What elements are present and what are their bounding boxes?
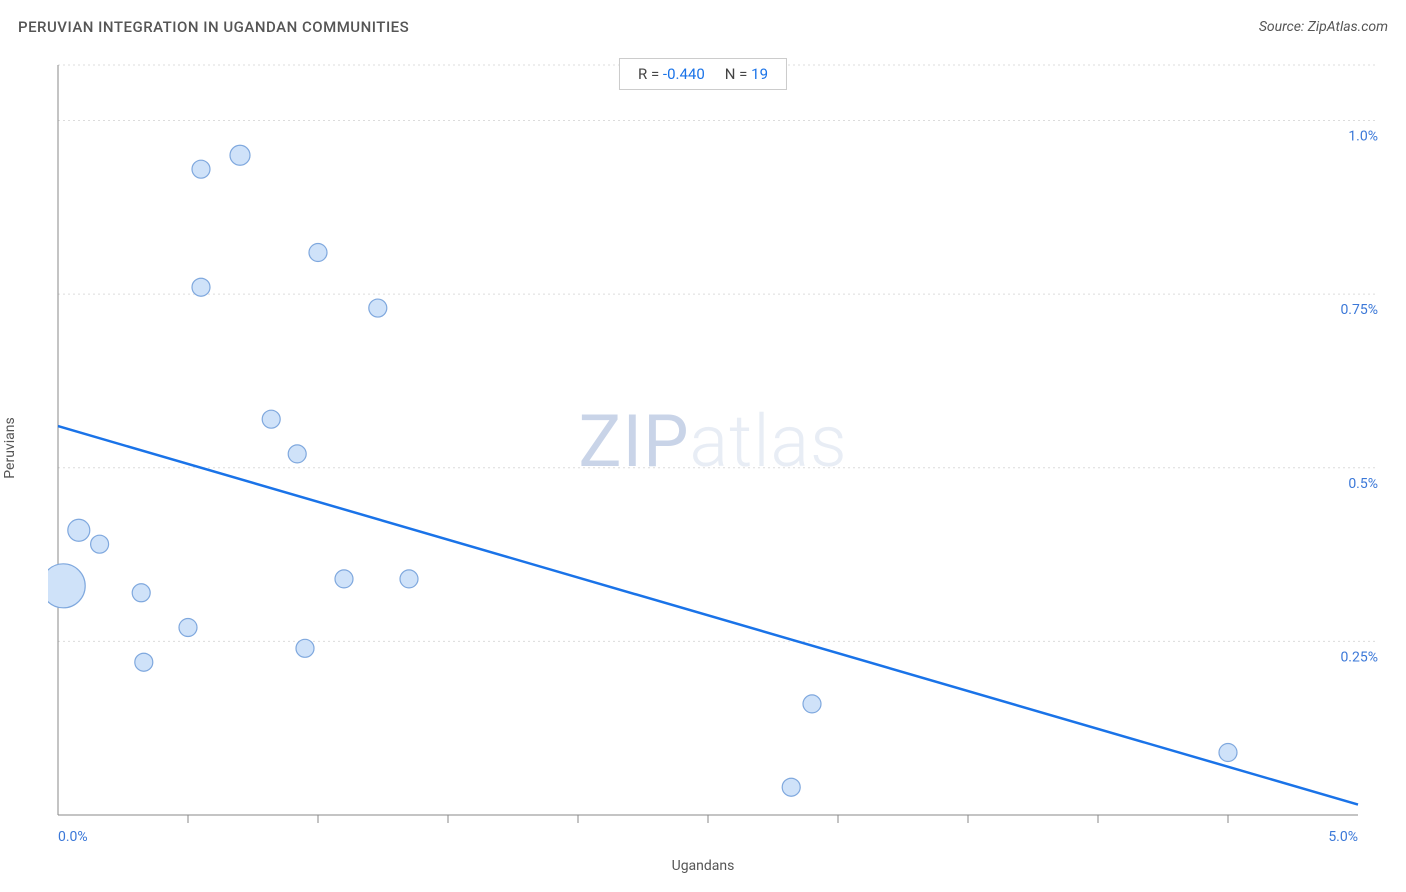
scatter-point <box>262 410 280 428</box>
scatter-point <box>68 519 90 541</box>
stat-n-label: N = <box>725 65 748 83</box>
y-tick-label: 1.0% <box>1348 129 1378 145</box>
x-tick-label: 0.0% <box>58 829 88 845</box>
stats-box: R = -0.440 N = 19 <box>619 58 787 90</box>
stat-r: R = -0.440 <box>638 65 705 83</box>
x-tick-label: 5.0% <box>1328 829 1358 845</box>
scatter-point <box>192 278 210 296</box>
scatter-point <box>91 535 109 553</box>
scatter-point <box>1219 744 1237 762</box>
stat-r-label: R = <box>638 65 659 83</box>
scatter-point <box>369 299 387 317</box>
scatter-point <box>288 445 306 463</box>
scatter-point <box>230 145 250 165</box>
x-axis-label: Ugandans <box>672 858 735 874</box>
chart-title: PERUVIAN INTEGRATION IN UGANDAN COMMUNIT… <box>18 18 409 36</box>
scatter-point <box>335 570 353 588</box>
scatter-point <box>192 160 210 178</box>
scatter-point <box>135 653 153 671</box>
scatter-point <box>803 695 821 713</box>
scatter-point <box>179 619 197 637</box>
stat-r-value: -0.440 <box>663 65 705 83</box>
y-tick-label: 0.75% <box>1340 302 1378 318</box>
chart-area: ZIPatlas 0.0%5.0%0.25%0.5%0.75%1.0% <box>48 55 1378 845</box>
scatter-point <box>132 584 150 602</box>
stat-n: N = 19 <box>725 65 768 83</box>
scatter-plot-svg: 0.0% 5.0% 0.25% 0.5% 0.75% 1.0% <box>48 55 1378 845</box>
scatter-point <box>296 639 314 657</box>
scatter-point <box>400 570 418 588</box>
stat-n-value: 19 <box>751 65 768 83</box>
scatter-point <box>309 244 327 262</box>
y-tick-label: 0.25% <box>1340 649 1378 665</box>
scatter-point <box>782 778 800 796</box>
scatter-point <box>48 564 85 608</box>
chart-header: PERUVIAN INTEGRATION IN UGANDAN COMMUNIT… <box>18 18 1388 36</box>
y-axis-label: Peruvians <box>2 417 18 478</box>
chart-source: Source: ZipAtlas.com <box>1259 19 1388 35</box>
y-tick-label: 0.5% <box>1348 476 1378 492</box>
trend-line <box>58 426 1358 804</box>
